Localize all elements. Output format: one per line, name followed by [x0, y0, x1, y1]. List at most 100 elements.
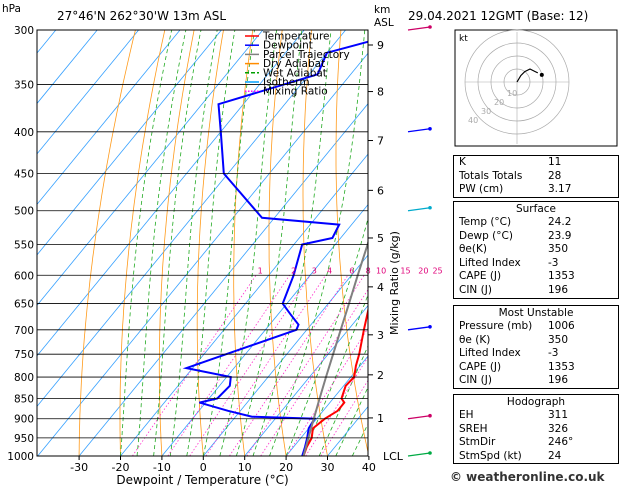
mixing-ratio-line [286, 327, 368, 456]
mixing-ratio-axis-label: Mixing Ratio (g/kg) [388, 231, 401, 335]
km-tick-label: 4 [377, 281, 384, 294]
indices-top-table: K 11 Totals Totals 28 PW (cm) 3.17 [453, 155, 619, 198]
hodograph-ring-label: 40 [468, 116, 478, 125]
index-row: EH 311 [454, 409, 618, 423]
isotherm-line [37, 52, 368, 456]
index-key: K [459, 156, 466, 168]
hodograph-ring-label: 10 [507, 89, 517, 98]
km-tick-label: 3 [377, 329, 384, 342]
index-row: Dewp (°C) 23.9 [454, 230, 618, 244]
hodograph-kt-label: kt [459, 34, 468, 44]
legend-label: Isotherm [263, 77, 310, 89]
index-key: CAPE (J) [459, 360, 502, 373]
index-value: -3 [548, 347, 559, 360]
index-key: CIN (J) [459, 374, 492, 387]
wind-barb-dot [428, 413, 432, 418]
temp-tick-label: 0 [200, 461, 207, 474]
index-value: 24 [548, 449, 562, 462]
mixing-ratio-line [305, 356, 368, 456]
isotherm-line [37, 30, 139, 155]
mixing-ratio-line [205, 275, 326, 456]
index-key: Pressure (mb) [459, 320, 533, 332]
km-tick-label: 2 [377, 369, 384, 382]
pressure-tick-label: 550 [14, 239, 34, 251]
index-key: EH [459, 409, 474, 421]
index-key: StmSpd (kt) [459, 449, 522, 462]
wet-adiabat-line [153, 30, 202, 456]
index-value: 24.2 [548, 216, 572, 228]
mixing-ratio-line [167, 275, 290, 456]
index-row: θe (K) 350 [454, 334, 618, 348]
index-key: θe(K) [459, 243, 487, 256]
wet-adiabat-line [136, 30, 187, 456]
lcl-label: LCL [383, 450, 404, 463]
index-value: 196 [548, 283, 569, 296]
hodograph-frame [454, 29, 618, 147]
temp-tick-label: 10 [238, 461, 252, 474]
isotherm-line [244, 305, 368, 456]
legend-label: Wet Adiabat [263, 67, 327, 79]
isotherm-line [285, 355, 368, 456]
mixing-ratio-label: 1 [258, 266, 263, 275]
hodograph-title: Hodograph [506, 396, 566, 408]
isotherm-line [37, 30, 98, 105]
km-label: km [374, 4, 390, 16]
legend-label: Dry Adiabat [263, 58, 325, 70]
legend-label: Dewpoint [263, 40, 313, 52]
index-key: Dewp (°C) [459, 229, 513, 242]
wind-barb-icon [407, 452, 431, 457]
dry-adiabat-line [78, 30, 136, 456]
index-key: SREH [459, 422, 488, 435]
index-row: K 11 [454, 156, 618, 170]
pressure-tick-label: 500 [14, 206, 34, 218]
index-value: 1353 [548, 360, 575, 373]
index-key: CAPE (J) [459, 270, 502, 283]
legend-label: Parcel Trajectory [263, 49, 350, 61]
pressure-tick-label: 400 [14, 127, 34, 139]
index-value: 28 [548, 169, 562, 182]
mixing-ratio-labels: 1 2 3 4 6 8 10 15 20 25 [258, 266, 443, 275]
isotherm-line [37, 30, 222, 256]
index-row: StmDir 246° [454, 436, 618, 450]
index-key: θe (K) [459, 333, 491, 346]
index-value: 11 [548, 156, 562, 168]
index-key: CIN (J) [459, 283, 492, 296]
wind-barb-dot [428, 324, 432, 329]
pressure-tick-label: 850 [14, 393, 34, 405]
pressure-tick-label: 650 [14, 299, 34, 311]
wind-barb-icon [407, 326, 431, 331]
legend-label: Mixing Ratio [263, 86, 328, 98]
index-value: 311 [548, 409, 569, 421]
isotherm-line [37, 30, 181, 206]
asl-label: ASL [374, 17, 394, 29]
pressure-tick-label: 900 [14, 414, 34, 426]
index-key: Lifted Index [459, 256, 521, 269]
index-value: 1353 [548, 270, 575, 283]
watermark: © weatheronline.co.uk [450, 470, 605, 484]
mixing-ratio-label: 6 [349, 266, 354, 275]
hodograph-ring-label: 20 [494, 98, 504, 107]
index-row: StmSpd (kt) 24 [454, 450, 618, 464]
wind-barb-icon [407, 415, 431, 420]
index-row: CIN (J) 196 [454, 374, 618, 388]
hpa-label: hPa [2, 3, 21, 15]
index-row: PW (cm) 3.17 [454, 183, 618, 197]
pressure-tick-label: 450 [14, 168, 34, 180]
dewpoint-line [182, 40, 368, 456]
surface-title: Surface [515, 203, 556, 215]
wind-barb-icon [407, 207, 431, 212]
index-key: PW (cm) [459, 183, 504, 196]
plot-frame [36, 29, 369, 457]
index-value: 1006 [548, 320, 575, 332]
index-value: 196 [548, 374, 569, 387]
index-row: Lifted Index -3 [454, 257, 618, 271]
pressure-tick-label: 350 [14, 80, 34, 92]
index-row: θe(K) 350 [454, 243, 618, 257]
pressure-tick-label: 1000 [7, 451, 34, 463]
wind-barb-dot [428, 126, 432, 131]
index-value: 350 [548, 333, 569, 346]
